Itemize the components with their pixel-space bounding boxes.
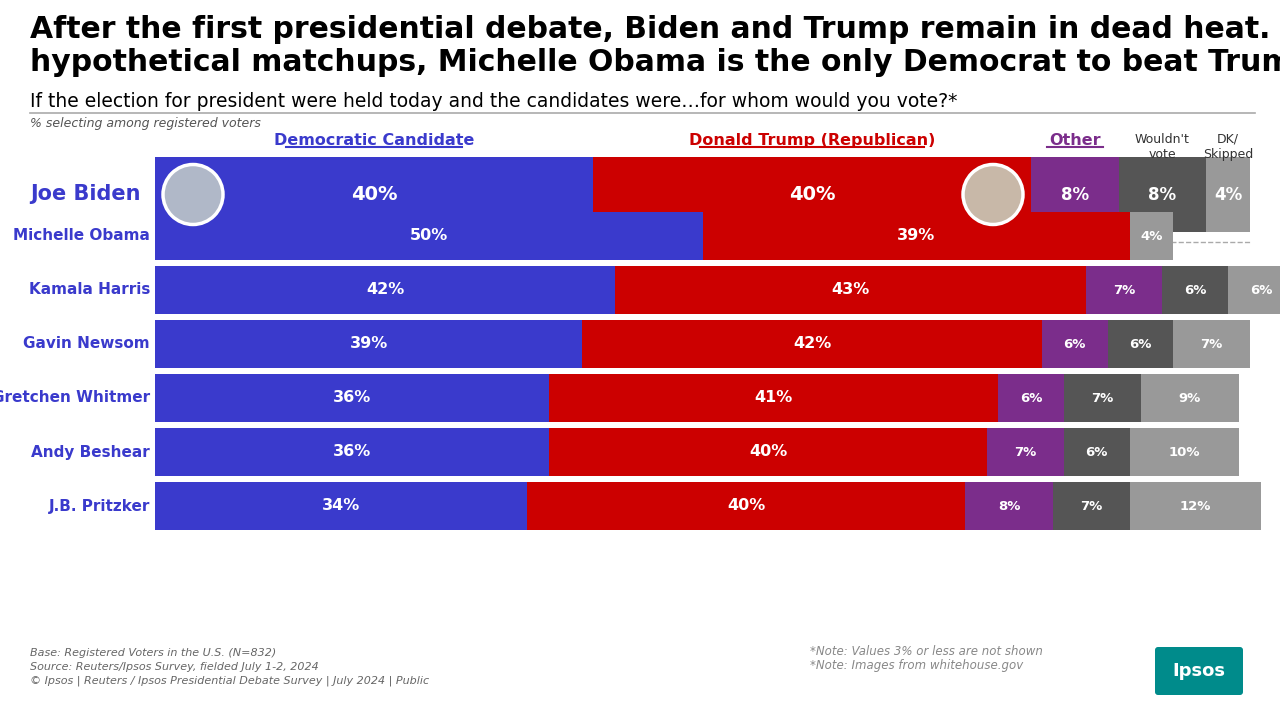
Text: *Note: Values 3% or less are not shown: *Note: Values 3% or less are not shown (810, 645, 1043, 658)
Text: Gavin Newsom: Gavin Newsom (23, 336, 150, 351)
Bar (1107, 320, 1174, 368)
Bar (703, 212, 1129, 260)
Bar (155, 212, 703, 260)
Text: Democratic Candidate: Democratic Candidate (274, 133, 474, 148)
Text: 8%: 8% (1061, 186, 1089, 204)
Bar (1140, 374, 1239, 422)
Bar (1042, 320, 1107, 368)
Text: 9%: 9% (1179, 392, 1201, 405)
Bar (549, 374, 998, 422)
Circle shape (963, 164, 1023, 225)
Text: 42%: 42% (792, 336, 831, 351)
Bar (155, 157, 593, 232)
Text: 6%: 6% (1085, 446, 1108, 459)
Bar (1162, 266, 1228, 314)
Text: 8%: 8% (1148, 186, 1176, 204)
Bar (1129, 212, 1174, 260)
Text: Andy Beshear: Andy Beshear (31, 444, 150, 459)
Text: 39%: 39% (897, 228, 936, 243)
Text: Other: Other (1050, 133, 1101, 148)
Text: 10%: 10% (1169, 446, 1201, 459)
Text: Joe Biden: Joe Biden (29, 184, 141, 204)
Bar (1053, 482, 1129, 530)
Text: DK/
Skipped: DK/ Skipped (1203, 133, 1253, 161)
Text: 42%: 42% (366, 282, 404, 297)
Text: After the first presidential debate, Biden and Trump remain in dead heat. In: After the first presidential debate, Bid… (29, 15, 1280, 44)
Bar (1064, 374, 1140, 422)
Bar (1064, 428, 1129, 476)
Text: 6%: 6% (1064, 338, 1085, 351)
Text: 6%: 6% (1184, 284, 1207, 297)
FancyBboxPatch shape (1155, 647, 1243, 695)
Bar (1206, 157, 1251, 232)
Text: 6%: 6% (1129, 338, 1152, 351)
Text: 40%: 40% (727, 498, 765, 513)
Bar (1119, 157, 1206, 232)
Bar (155, 320, 582, 368)
Text: 40%: 40% (788, 185, 836, 204)
Text: % selecting among registered voters: % selecting among registered voters (29, 117, 261, 130)
Text: Wouldn't
vote: Wouldn't vote (1135, 133, 1190, 161)
Bar (155, 266, 614, 314)
Bar (1129, 482, 1261, 530)
Bar (593, 157, 1030, 232)
Circle shape (163, 164, 223, 225)
Bar (527, 482, 965, 530)
Text: Gretchen Whitmer: Gretchen Whitmer (0, 390, 150, 405)
Bar (614, 266, 1085, 314)
Text: 12%: 12% (1180, 500, 1211, 513)
Text: Michelle Obama: Michelle Obama (13, 228, 150, 243)
Text: 7%: 7% (1091, 392, 1114, 405)
Bar (155, 482, 527, 530)
Text: 41%: 41% (754, 390, 792, 405)
Text: 40%: 40% (749, 444, 787, 459)
Text: 50%: 50% (410, 228, 448, 243)
Bar (155, 374, 549, 422)
Bar (1085, 266, 1162, 314)
Text: 43%: 43% (831, 282, 869, 297)
Text: 7%: 7% (1015, 446, 1037, 459)
Text: *Note: Images from whitehouse.gov: *Note: Images from whitehouse.gov (810, 659, 1023, 672)
Bar (987, 428, 1064, 476)
Bar (965, 482, 1053, 530)
Text: 8%: 8% (998, 500, 1020, 513)
Text: 4%: 4% (1213, 186, 1242, 204)
Bar (1174, 320, 1251, 368)
Text: 36%: 36% (333, 444, 371, 459)
Bar (1030, 157, 1119, 232)
Bar (549, 428, 987, 476)
Text: hypothetical matchups, Michelle Obama is the only Democrat to beat Trump.: hypothetical matchups, Michelle Obama is… (29, 48, 1280, 77)
Bar (998, 374, 1064, 422)
Text: 39%: 39% (349, 336, 388, 351)
Text: Donald Trump (Republican): Donald Trump (Republican) (689, 133, 936, 148)
Text: 4%: 4% (1140, 230, 1162, 243)
Text: J.B. Pritzker: J.B. Pritzker (49, 498, 150, 513)
Text: If the election for president were held today and the candidates were…for whom w: If the election for president were held … (29, 92, 957, 111)
Text: 36%: 36% (333, 390, 371, 405)
Text: 7%: 7% (1201, 338, 1222, 351)
Text: 7%: 7% (1112, 284, 1135, 297)
Text: 6%: 6% (1020, 392, 1042, 405)
Text: 40%: 40% (351, 185, 397, 204)
Bar (1228, 266, 1280, 314)
Bar (1129, 428, 1239, 476)
Text: Kamala Harris: Kamala Harris (28, 282, 150, 297)
Bar (155, 428, 549, 476)
Bar (582, 320, 1042, 368)
Text: 7%: 7% (1080, 500, 1102, 513)
Text: © Ipsos | Reuters / Ipsos Presidential Debate Survey | July 2024 | Public: © Ipsos | Reuters / Ipsos Presidential D… (29, 675, 429, 686)
Text: 6%: 6% (1249, 284, 1272, 297)
Text: Ipsos: Ipsos (1172, 662, 1225, 680)
Text: Base: Registered Voters in the U.S. (N=832): Base: Registered Voters in the U.S. (N=8… (29, 648, 276, 658)
Text: 34%: 34% (323, 498, 360, 513)
Text: Source: Reuters/Ipsos Survey, fielded July 1-2, 2024: Source: Reuters/Ipsos Survey, fielded Ju… (29, 662, 319, 672)
